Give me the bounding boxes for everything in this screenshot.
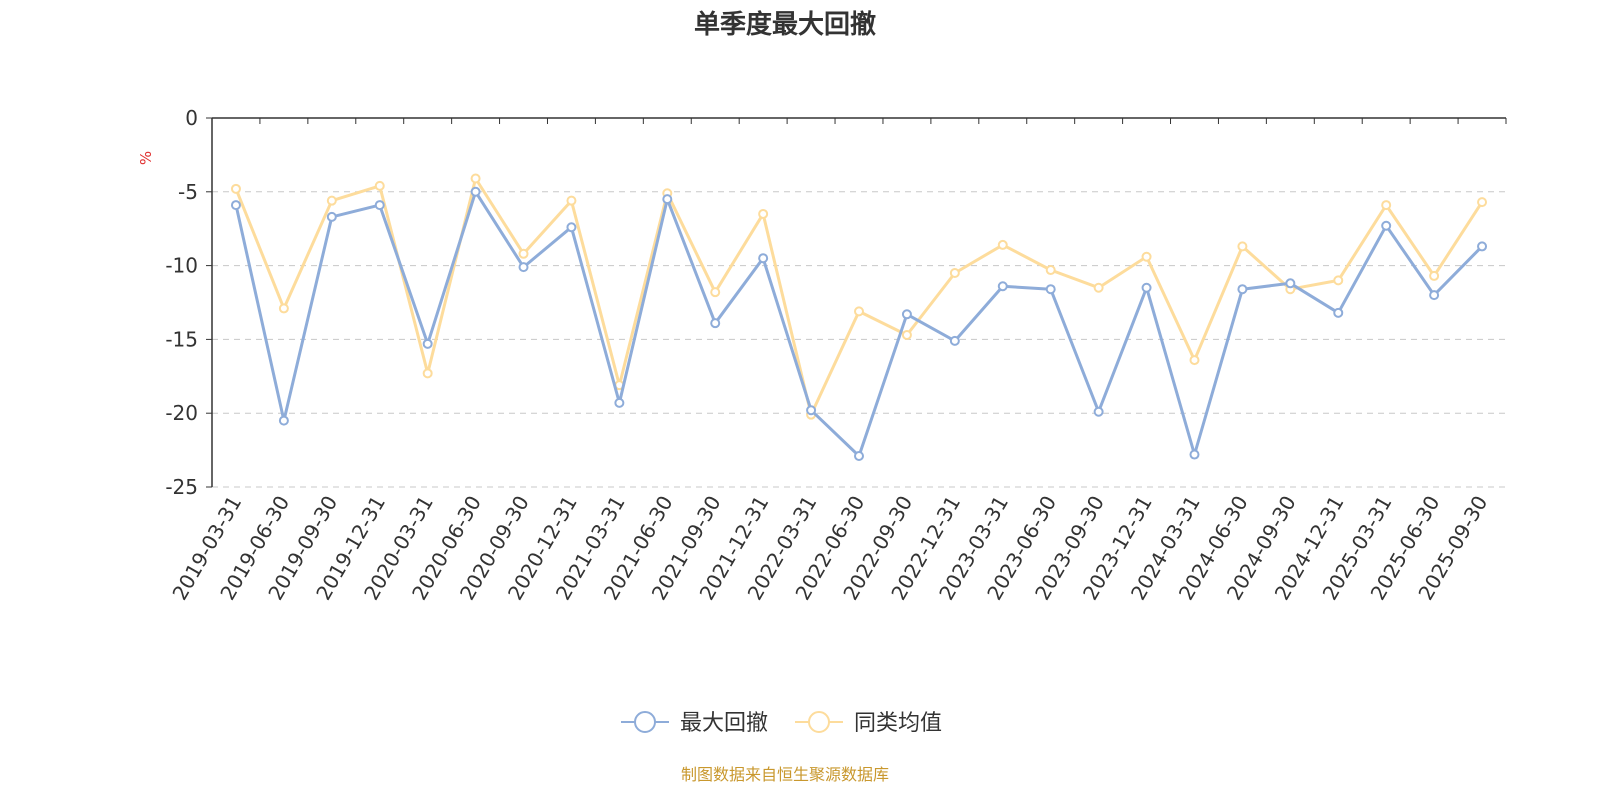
data-point[interactable] — [662, 194, 673, 205]
y-tick-label: -10 — [165, 254, 198, 278]
data-point[interactable] — [518, 248, 529, 259]
data-point[interactable] — [614, 397, 625, 408]
legend-label: 同类均值 — [854, 711, 942, 736]
data-point[interactable] — [1237, 284, 1248, 295]
series-group — [230, 173, 1488, 462]
y-tick-label: 0 — [185, 106, 198, 130]
data-point[interactable] — [1141, 251, 1152, 262]
data-point[interactable] — [1381, 220, 1392, 231]
data-point[interactable] — [1429, 270, 1440, 281]
data-point[interactable] — [374, 180, 385, 191]
data-point[interactable] — [518, 262, 529, 273]
data-point[interactable] — [1093, 406, 1104, 417]
y-tick-label: -15 — [165, 327, 198, 351]
data-point[interactable] — [1093, 282, 1104, 293]
data-point[interactable] — [422, 368, 433, 379]
data-point[interactable] — [566, 222, 577, 233]
data-point[interactable] — [1141, 282, 1152, 293]
legend-marker — [634, 711, 656, 733]
data-point[interactable] — [374, 200, 385, 211]
series-line — [234, 177, 1484, 417]
y-axis-unit: % — [137, 151, 155, 165]
data-point[interactable] — [470, 186, 481, 197]
data-point[interactable] — [901, 329, 912, 340]
y-tick-label: -5 — [178, 180, 198, 204]
data-point[interactable] — [997, 281, 1008, 292]
data-point[interactable] — [566, 195, 577, 206]
data-point[interactable] — [1189, 449, 1200, 460]
data-point[interactable] — [1333, 275, 1344, 286]
series-1 — [230, 186, 1488, 462]
data-point[interactable] — [326, 195, 337, 206]
y-tick-label: -20 — [165, 401, 198, 425]
data-point[interactable] — [278, 303, 289, 314]
data-point[interactable] — [1429, 290, 1440, 301]
legend-marker — [808, 711, 830, 733]
data-point[interactable] — [1285, 278, 1296, 289]
data-point[interactable] — [1045, 284, 1056, 295]
grid-lines — [212, 191, 1506, 488]
data-point[interactable] — [1237, 241, 1248, 252]
y-tick-label: -25 — [165, 475, 198, 499]
data-point[interactable] — [758, 253, 769, 264]
data-point[interactable] — [422, 338, 433, 349]
data-point[interactable] — [1477, 197, 1488, 208]
data-point[interactable] — [326, 211, 337, 222]
data-point[interactable] — [949, 335, 960, 346]
data-point[interactable] — [1477, 241, 1488, 252]
legend-item[interactable]: 同类均值 — [795, 711, 942, 736]
legend[interactable]: 最大回撤 同类均值 — [621, 711, 942, 736]
data-point[interactable] — [230, 200, 241, 211]
legend-label: 最大回撤 — [680, 711, 768, 736]
data-point[interactable] — [470, 173, 481, 184]
data-point[interactable] — [1189, 355, 1200, 366]
data-point[interactable] — [278, 415, 289, 426]
data-source-note: 制图数据来自恒生聚源数据库 — [681, 765, 889, 784]
data-point[interactable] — [949, 267, 960, 278]
series-line — [234, 190, 1484, 458]
data-point[interactable] — [710, 287, 721, 298]
data-point[interactable] — [1045, 265, 1056, 276]
data-point[interactable] — [901, 309, 912, 320]
data-point[interactable] — [997, 239, 1008, 250]
legend-item[interactable]: 最大回撤 — [621, 711, 768, 736]
axes: 0-5-10-15-20-252019-03-312019-06-302019-… — [165, 106, 1507, 604]
chart-title: 单季度最大回撤 — [694, 9, 876, 40]
series-2 — [230, 173, 1488, 420]
data-point[interactable] — [854, 306, 864, 317]
data-point[interactable] — [710, 318, 721, 329]
data-point[interactable] — [758, 208, 769, 219]
data-point[interactable] — [1381, 200, 1392, 211]
data-point[interactable] — [806, 405, 817, 416]
data-point[interactable] — [1333, 307, 1344, 318]
data-point[interactable] — [230, 183, 241, 194]
data-point[interactable] — [854, 451, 864, 462]
